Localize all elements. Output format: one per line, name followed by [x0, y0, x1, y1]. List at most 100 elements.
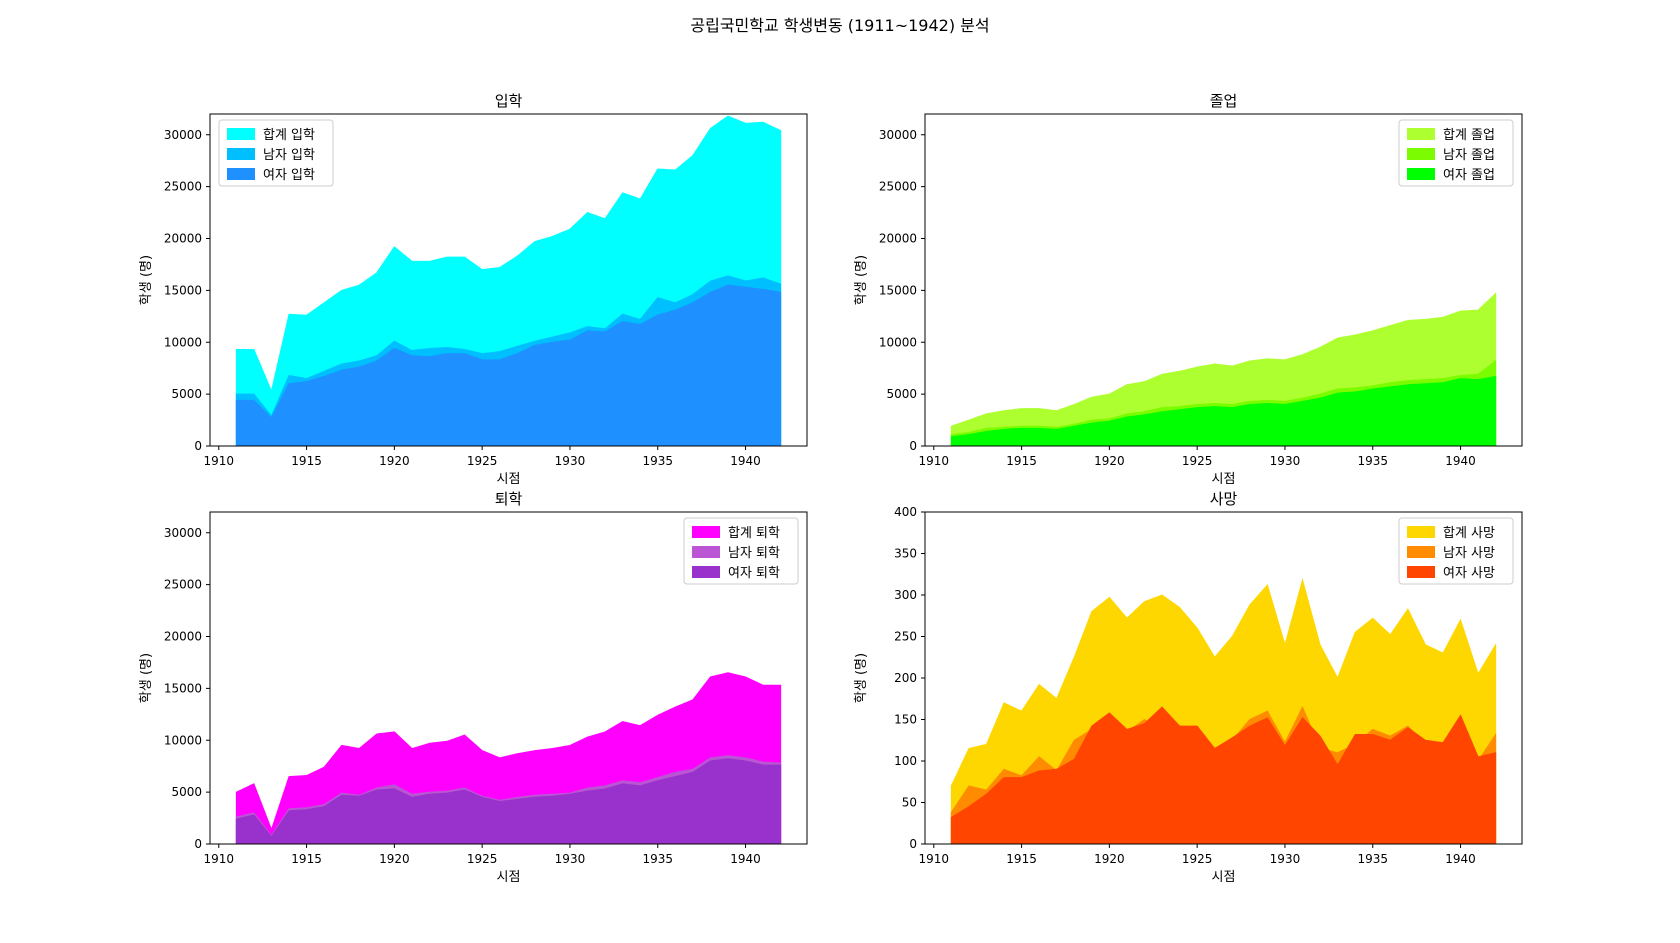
- y-tick-label: 30000: [164, 128, 202, 142]
- legend-swatch: [1407, 148, 1435, 160]
- y-tick-label: 25000: [164, 180, 202, 194]
- plot-frame: [924, 113, 1523, 447]
- legend-swatch: [692, 566, 720, 578]
- legend-label: 남자 입학: [263, 148, 315, 163]
- y-tick-label: 25000: [879, 180, 917, 194]
- legend-swatch: [1407, 526, 1435, 538]
- legend-label: 여자 졸업: [1443, 168, 1495, 183]
- plot-frame: [209, 511, 808, 845]
- chart-title: 입학: [495, 92, 523, 110]
- plot-frame: [209, 113, 808, 447]
- x-tick-label: 1910: [204, 454, 235, 468]
- y-tick-label: 10000: [164, 733, 202, 747]
- x-tick-label: 1915: [1006, 454, 1037, 468]
- y-tick-label: 20000: [164, 630, 202, 644]
- x-tick-label: 1935: [1357, 852, 1388, 866]
- y-tick-label: 300: [894, 588, 917, 602]
- chart-panel-4: 1910 1915 1920 1925 1930 1935 1940 0 50 100 150 200…: [854, 490, 1523, 885]
- y-tick-label: 200: [894, 671, 917, 685]
- charts-container: 1910 1915 1920 1925 1930 1935 1940050001000015…: [139, 92, 1523, 885]
- area-series-3: [235, 758, 782, 845]
- chart-title: 퇴학: [495, 490, 523, 508]
- x-tick-label: 1910: [919, 454, 950, 468]
- x-tick-label: 1910: [204, 852, 235, 866]
- y-tick-label: 10000: [879, 335, 917, 349]
- x-tick-label: 1940: [1445, 852, 1476, 866]
- x-tick-label: 1940: [1445, 454, 1476, 468]
- x-tick-label: 1925: [1182, 852, 1213, 866]
- y-tick-label: 30000: [164, 526, 202, 540]
- legend-label: 합계 사망: [1443, 526, 1495, 541]
- y-axis-label: 학생 (명): [854, 653, 869, 703]
- area-series-3: [235, 284, 782, 447]
- x-tick-label: 1935: [642, 852, 673, 866]
- legend-label: 남자 퇴학: [728, 546, 780, 561]
- y-tick-label: 150: [894, 713, 917, 727]
- y-axis-label: 학생 (명): [139, 653, 154, 703]
- legend-swatch: [1407, 168, 1435, 180]
- legend-swatch: [227, 168, 255, 180]
- x-tick-label: 1925: [467, 852, 498, 866]
- y-tick-label: 10000: [164, 335, 202, 349]
- x-tick-label: 1940: [730, 454, 761, 468]
- x-tick-label: 1915: [291, 852, 322, 866]
- legend-label: 합계 졸업: [1443, 128, 1495, 143]
- x-tick-label: 1930: [1270, 454, 1301, 468]
- legend-label: 여자 사망: [1443, 566, 1495, 581]
- x-tick-label: 1925: [1182, 454, 1213, 468]
- figure-title: 공립국민학교 학생변동 (1911~1942) 분석: [690, 16, 989, 35]
- legend-label: 남자 사망: [1443, 546, 1495, 561]
- area-series-3: [950, 706, 1497, 845]
- chart-title: 졸업: [1210, 92, 1238, 110]
- y-tick-label: 15000: [164, 283, 202, 297]
- x-tick-label: 1935: [642, 454, 673, 468]
- x-tick-label: 1920: [379, 454, 410, 468]
- x-tick-label: 1940: [730, 852, 761, 866]
- x-tick-label: 1920: [1094, 852, 1125, 866]
- legend-swatch: [1407, 566, 1435, 578]
- y-tick-label: 5000: [886, 387, 917, 401]
- legend-swatch: [692, 546, 720, 558]
- y-tick-label: 400: [894, 505, 917, 519]
- chart-panel-1: 1910 1915 1920 1925 1930 1935 1940 0 5000 10000 15…: [139, 92, 808, 487]
- legend-swatch: [1407, 128, 1435, 140]
- x-axis-label: 시점: [497, 870, 521, 885]
- y-tick-label: 50: [902, 796, 917, 810]
- x-tick-label: 1930: [555, 454, 586, 468]
- chart-panel-2: 1910 1915 1920 1925 1930 1935 1940 0 5000 10000 15…: [854, 92, 1523, 487]
- y-tick-label: 5000: [171, 785, 202, 799]
- x-tick-label: 1915: [1006, 852, 1037, 866]
- legend-swatch: [1407, 546, 1435, 558]
- area-series-3: [950, 375, 1497, 447]
- legend-label: 합계 입학: [263, 128, 315, 143]
- legend-swatch: [227, 148, 255, 160]
- x-axis-label: 시점: [1212, 870, 1236, 885]
- y-tick-label: 0: [909, 439, 917, 453]
- x-tick-label: 1920: [379, 852, 410, 866]
- x-tick-label: 1920: [1094, 454, 1125, 468]
- y-axis-label: 학생 (명): [139, 255, 154, 305]
- x-tick-label: 1930: [555, 852, 586, 866]
- y-tick-label: 0: [194, 837, 202, 851]
- chart-panel-3: 1910 1915 1920 1925 1930 1935 1940 0 5000 10000 15…: [139, 490, 808, 885]
- y-tick-label: 100: [894, 754, 917, 768]
- x-tick-label: 1935: [1357, 454, 1388, 468]
- x-tick-label: 1915: [291, 454, 322, 468]
- y-tick-label: 15000: [879, 283, 917, 297]
- y-tick-label: 5000: [171, 387, 202, 401]
- y-tick-label: 350: [894, 547, 917, 561]
- x-tick-label: 1930: [1270, 852, 1301, 866]
- chart-title: 사망: [1210, 490, 1238, 508]
- y-tick-label: 0: [909, 837, 917, 851]
- legend-label: 여자 퇴학: [728, 566, 780, 581]
- x-tick-label: 1925: [467, 454, 498, 468]
- y-tick-label: 20000: [879, 232, 917, 246]
- legend-swatch: [227, 128, 255, 140]
- y-tick-label: 30000: [879, 128, 917, 142]
- legend-label: 여자 입학: [263, 168, 315, 183]
